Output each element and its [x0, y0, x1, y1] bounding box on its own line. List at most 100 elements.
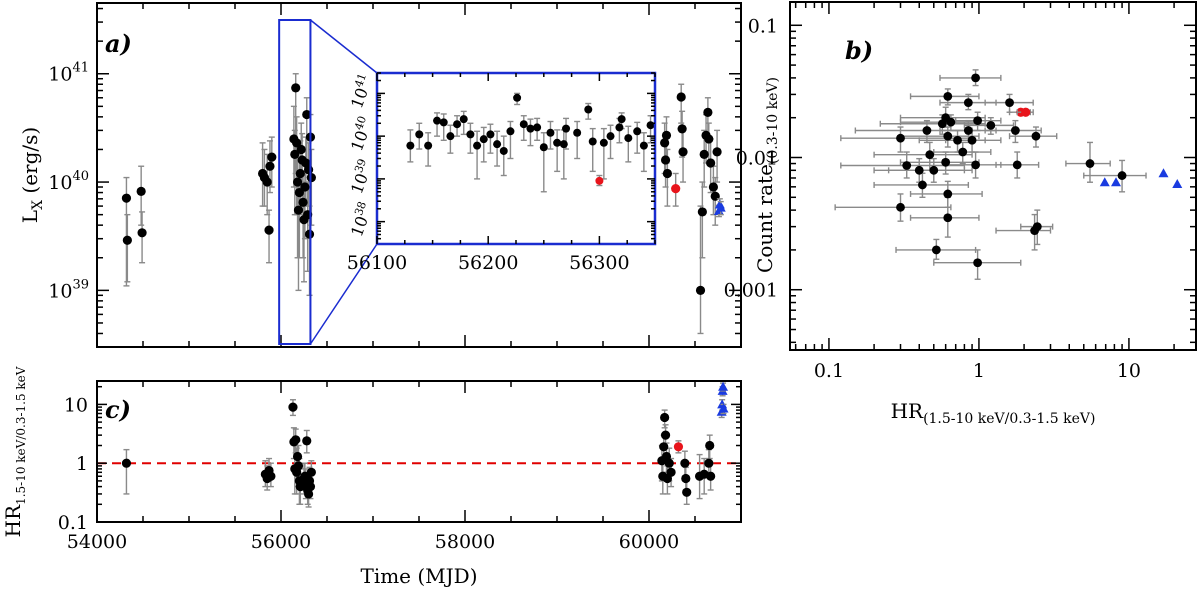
- data-point: [659, 442, 669, 452]
- data-point: [300, 182, 310, 192]
- data-point: [902, 161, 912, 170]
- data-point: [633, 127, 642, 136]
- triangle-point: [1172, 179, 1183, 189]
- data-point: [453, 120, 462, 129]
- data-point: [424, 141, 433, 150]
- data-point: [958, 147, 968, 157]
- data-point: [559, 140, 568, 149]
- data-point: [137, 228, 147, 238]
- y-tick-label: 10: [64, 394, 88, 416]
- data-point: [918, 180, 927, 190]
- y-title-main: Count rate: [753, 164, 777, 273]
- data-point: [439, 118, 448, 127]
- data-point: [706, 471, 716, 481]
- y-tick-label: 0.001: [724, 280, 778, 302]
- data-point: [306, 467, 316, 477]
- data-point: [264, 225, 274, 235]
- data-point: [1012, 160, 1022, 170]
- data-point: [584, 105, 593, 114]
- data-point: [697, 207, 707, 217]
- data-point: [546, 128, 555, 137]
- data-point: [943, 91, 953, 101]
- data-point: [553, 138, 562, 147]
- inset-x-tick-label: 56100: [347, 252, 407, 274]
- highlight-point: [1021, 107, 1031, 117]
- inset-y-tick-base: 10: [347, 214, 372, 240]
- data-point: [946, 117, 956, 127]
- data-point: [943, 189, 953, 199]
- y-title-sub: X: [30, 200, 46, 210]
- x-tick-label: 0.1: [814, 360, 844, 382]
- x-tick-label: 10: [1117, 360, 1141, 382]
- data-point: [703, 107, 713, 117]
- data-point: [662, 168, 673, 179]
- data-point: [573, 128, 582, 137]
- y-tick-label-base: 10: [48, 280, 72, 302]
- data-point: [406, 141, 415, 150]
- inset-y-tick-label: 1041: [345, 71, 376, 110]
- y-tick-label: 0.1: [748, 15, 778, 37]
- y-tick-label-exp: 40: [72, 169, 89, 184]
- x-axis-title: Time (MJD): [360, 564, 477, 588]
- data-point: [708, 182, 719, 192]
- data-point: [971, 160, 980, 170]
- data-point: [293, 205, 304, 215]
- data-point: [479, 135, 488, 144]
- y-title-sub: (0.3-10 keV): [765, 77, 781, 164]
- data-point: [473, 141, 482, 150]
- data-point: [929, 165, 939, 175]
- data-point: [499, 146, 508, 155]
- data-point: [941, 157, 951, 167]
- data-point: [699, 149, 709, 160]
- data-point: [121, 458, 132, 468]
- data-point: [660, 430, 671, 440]
- y-axis-title: Count rate(0.3-10 keV): [753, 77, 781, 273]
- triangle-point: [1099, 177, 1110, 187]
- x-tick-label: 60000: [619, 531, 679, 553]
- data-point: [682, 487, 692, 497]
- x-title-sub: (1.5-10 keV/0.3-1.5 keV): [923, 411, 1095, 427]
- data-point: [943, 131, 953, 141]
- zoom-box: [278, 19, 312, 345]
- data-point: [660, 155, 671, 165]
- data-point: [1117, 171, 1127, 180]
- data-point: [896, 202, 905, 212]
- y-title-main: HR: [1, 504, 25, 537]
- data-point: [615, 123, 624, 132]
- x-title-main: HR: [891, 399, 924, 423]
- data-point: [680, 458, 690, 468]
- data-point: [639, 141, 648, 150]
- data-point: [973, 116, 983, 126]
- inset-y-tick-label: 1040: [345, 114, 376, 153]
- data-point: [539, 143, 548, 152]
- data-point: [666, 467, 676, 477]
- data-point: [704, 134, 714, 144]
- zoom-connector: [309, 19, 378, 74]
- data-point: [646, 121, 655, 130]
- y-tick-label-base: 10: [48, 172, 72, 194]
- data-point: [931, 245, 941, 255]
- data-point: [136, 186, 146, 196]
- inset-x-tick-label: 56300: [569, 252, 629, 274]
- data-point: [937, 119, 947, 129]
- data-point: [712, 147, 722, 157]
- triangle-point: [718, 381, 729, 391]
- data-point: [896, 133, 905, 143]
- triangle-point: [715, 202, 726, 212]
- data-point: [606, 132, 615, 141]
- data-point: [953, 135, 962, 145]
- data-point: [963, 98, 973, 108]
- data-point: [302, 109, 312, 120]
- data-point: [664, 458, 674, 468]
- data-point: [533, 123, 542, 132]
- data-point: [661, 130, 672, 140]
- x-tick-label: 1: [973, 360, 985, 382]
- x-tick-label: 58000: [435, 531, 495, 553]
- data-point: [293, 461, 304, 471]
- data-point: [660, 138, 670, 148]
- data-point: [963, 126, 973, 135]
- panel-label: c): [105, 395, 131, 424]
- panel-b: 0.001 0.01 0.1 0.1 1 10 b) HR(1.5-10 keV/0.3-1.…: [724, 1, 1197, 427]
- data-point: [943, 213, 953, 223]
